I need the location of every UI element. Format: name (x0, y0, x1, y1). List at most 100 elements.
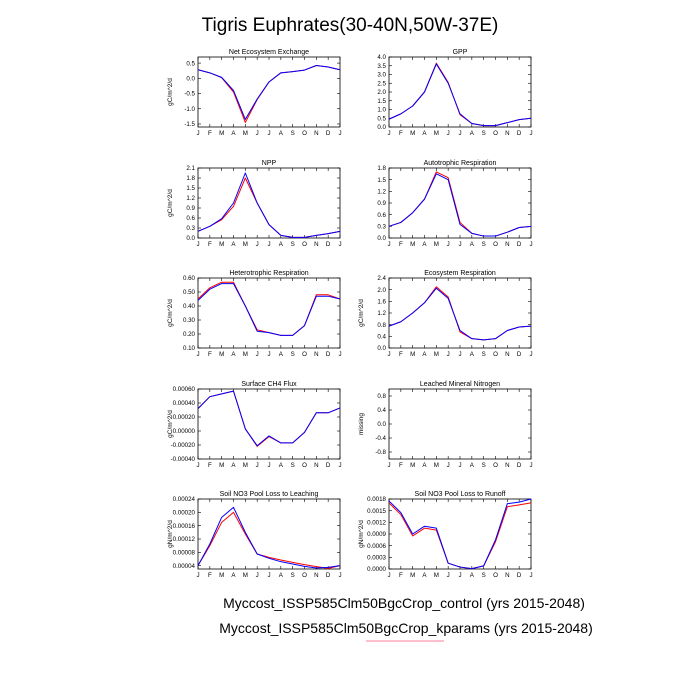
x-tick-label: O (493, 572, 498, 579)
series-line-kparams (388, 287, 532, 341)
x-tick-label: D (517, 130, 522, 137)
x-tick-label: M (410, 351, 415, 358)
y-tick-label: 1.8 (377, 165, 386, 172)
x-tick-label: A (231, 572, 236, 579)
x-tick-label: J (447, 351, 450, 358)
x-tick-label: J (387, 351, 390, 358)
y-tick-label: 0.8 (377, 393, 386, 400)
x-tick-label: N (314, 462, 318, 469)
panel-title: Surface CH4 Flux (241, 381, 297, 388)
x-tick-label: J (529, 462, 532, 469)
x-tick-label: J (529, 130, 532, 137)
y-tick-label: 1.2 (377, 189, 386, 196)
x-tick-label: J (447, 462, 450, 469)
panel-title: Autotrophic Respiration (424, 160, 497, 167)
series-line-control (388, 62, 532, 127)
y-tick-label: -0.8 (375, 449, 386, 456)
x-tick-label: F (208, 130, 212, 137)
panel-title: Net Ecosystem Exchange (229, 49, 309, 56)
series-line-kparams (197, 172, 341, 238)
x-tick-label: M (219, 462, 224, 469)
y-tick-label: 1.5 (377, 98, 386, 105)
x-tick-label: A (279, 130, 284, 137)
x-tick-label: N (505, 462, 509, 469)
x-tick-label: M (434, 462, 439, 469)
y-tick-label: 2.5 (377, 80, 386, 87)
x-tick-label: N (505, 572, 509, 579)
y-axis-label: missing (358, 413, 365, 435)
x-tick-label: J (529, 572, 532, 579)
x-tick-label: N (505, 130, 509, 137)
x-tick-label: J (267, 572, 270, 579)
x-tick-label: A (470, 130, 475, 137)
y-axis-label: gN/m^2/d (167, 520, 174, 548)
y-tick-label: 0.00020 (173, 414, 196, 421)
x-tick-label: M (434, 241, 439, 248)
series-line-control (388, 286, 532, 341)
y-tick-label: 2.0 (377, 89, 386, 96)
x-tick-label: F (399, 130, 403, 137)
y-tick-label: 3.0 (377, 72, 386, 79)
x-tick-label: A (279, 241, 284, 248)
x-tick-label: S (482, 241, 486, 248)
plot-frame (388, 498, 532, 570)
series-line-control (388, 171, 532, 237)
x-tick-label: J (267, 351, 270, 358)
y-tick-label: 0.0 (377, 421, 386, 428)
y-tick-label: 0.00012 (173, 536, 196, 543)
x-tick-label: A (422, 241, 427, 248)
x-tick-label: J (447, 572, 450, 579)
y-tick-label: 0.0012 (367, 520, 386, 527)
panel-8: Soil NO3 Pool Loss to Leaching gN/m^2/d J F… (167, 491, 342, 579)
x-tick-label: A (279, 351, 284, 358)
x-tick-label: J (447, 130, 450, 137)
plot-frame (388, 56, 532, 128)
x-tick-label: J (387, 241, 390, 248)
x-tick-label: N (314, 572, 318, 579)
x-tick-label: O (302, 572, 307, 579)
x-tick-label: M (434, 351, 439, 358)
y-tick-label: -0.00020 (171, 442, 196, 449)
x-tick-label: J (458, 351, 461, 358)
x-tick-label: M (219, 572, 224, 579)
y-tick-label: 1.6 (377, 299, 386, 306)
x-tick-label: D (326, 241, 331, 248)
x-tick-label: J (196, 351, 199, 358)
x-tick-label: O (302, 462, 307, 469)
x-tick-label: F (208, 351, 212, 358)
y-tick-label: 0.00024 (173, 496, 196, 503)
x-tick-label: A (470, 351, 475, 358)
y-tick-label: 0.5 (186, 60, 195, 67)
x-tick-label: J (529, 241, 532, 248)
x-tick-label: A (279, 572, 284, 579)
series-line-control (197, 390, 341, 447)
x-tick-label: J (267, 241, 270, 248)
y-axis-label: gC/m^2/d (167, 299, 174, 327)
x-tick-label: O (302, 241, 307, 248)
y-tick-label: 0.6 (186, 215, 195, 222)
y-tick-label: 0.0003 (367, 555, 386, 562)
x-tick-label: S (482, 130, 486, 137)
x-tick-label: S (482, 351, 486, 358)
y-tick-label: 0.0015 (367, 508, 386, 515)
x-tick-label: M (243, 462, 248, 469)
x-tick-label: O (493, 351, 498, 358)
x-tick-label: J (267, 462, 270, 469)
x-tick-label: F (399, 351, 403, 358)
series-line-control (388, 502, 532, 570)
y-tick-label: 3.5 (377, 63, 386, 70)
x-tick-label: O (493, 241, 498, 248)
x-tick-label: N (314, 351, 318, 358)
x-tick-label: D (326, 572, 331, 579)
x-tick-label: J (458, 462, 461, 469)
plot-frame (197, 56, 341, 128)
x-tick-label: S (291, 351, 295, 358)
x-tick-label: M (410, 462, 415, 469)
y-tick-label: 0.00000 (173, 428, 196, 435)
